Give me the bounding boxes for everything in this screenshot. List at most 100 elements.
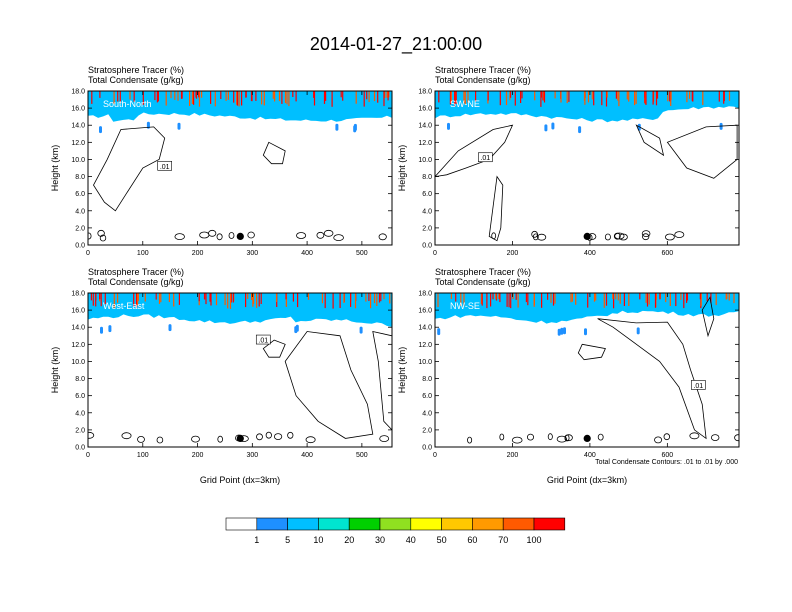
tracer-shading: [88, 91, 392, 134]
tracer-streak: [619, 293, 621, 304]
tracer-streak: [606, 91, 608, 98]
tracer-streak: [292, 293, 294, 302]
colorbar-label: 20: [344, 535, 354, 545]
tracer-streak: [659, 293, 661, 300]
x-tick-label: 200: [507, 452, 519, 459]
tracer-streak: [718, 91, 720, 102]
tracer-streak: [307, 293, 310, 300]
tracer-streak: [158, 293, 161, 304]
condensate-cell-contour: [379, 435, 390, 443]
main-title: 2014-01-27_21:00:00: [310, 34, 482, 55]
plot-frame: [434, 90, 740, 246]
tracer-streak: [274, 91, 276, 102]
tracer-streak: [137, 293, 139, 306]
condensate-cell-contour: [287, 431, 294, 439]
y-tick-label: 6.0: [422, 191, 432, 198]
y-tick-label: 6.0: [75, 393, 85, 400]
colorbar-label: 30: [375, 535, 385, 545]
tracer-streak: [95, 293, 97, 301]
x-axis-label: Grid Point (dx=3km): [547, 475, 627, 485]
x-tick-label: 0: [86, 452, 90, 459]
contour-label-text: .01: [693, 383, 703, 390]
tracer-streak: [99, 91, 101, 98]
condensate-cell-contour: [511, 436, 523, 444]
tracer-streak: [540, 91, 542, 107]
tracer-streak: [383, 91, 385, 107]
tracer-streak: [505, 91, 508, 106]
x-tick-label: 0: [86, 250, 90, 257]
tracer-streak: [552, 293, 555, 306]
x-tick-label: 100: [137, 452, 149, 459]
condensate-cell-contour: [88, 232, 92, 240]
tracer-streak: [699, 293, 701, 300]
tracer-streak: [541, 293, 543, 308]
tracer-streak: [343, 293, 345, 303]
tracer-streak: [251, 293, 253, 300]
tracer-streak: [177, 91, 179, 101]
tracer-streak: [475, 91, 477, 102]
tracer-streak: [325, 91, 327, 101]
colorbar-swatch: [410, 517, 442, 531]
tracer-streak: [236, 91, 239, 106]
tracer-shading: [435, 91, 739, 134]
y-tick-label: 2.0: [75, 225, 85, 232]
tracer-streak: [380, 293, 382, 302]
condensate-contour: [701, 296, 715, 338]
tracer-streak: [373, 293, 376, 304]
tracer-streak: [618, 91, 620, 107]
y-tick-label: 0.0: [422, 445, 432, 452]
condensate-contour: [635, 124, 665, 157]
tracer-streak: [252, 293, 254, 307]
tracer-streak: [595, 293, 597, 301]
tracer-streak: [255, 91, 257, 101]
tracer-streak: [350, 293, 352, 307]
colorbar-label: 100: [526, 535, 541, 545]
y-tick-label: 18.0: [418, 89, 432, 96]
y-tick-label: 6.0: [422, 393, 432, 400]
tracer-streak: [251, 91, 253, 102]
x-tick-label: 400: [584, 250, 596, 257]
condensate-cell-contour: [247, 231, 255, 239]
tracer-streak: [295, 91, 297, 102]
condensate-cell-contour: [604, 233, 611, 241]
contour-label-box: [691, 380, 706, 390]
tracer-streak: [321, 293, 323, 304]
tracer-cell: [636, 327, 640, 335]
tracer-streak: [236, 91, 238, 105]
tracer-streak: [247, 293, 249, 299]
condensate-contours: [88, 330, 392, 444]
tracer-streak: [204, 293, 206, 300]
tracer-streak: [591, 91, 593, 100]
contour-label: .01: [157, 160, 172, 171]
tracer-cell: [359, 326, 363, 334]
colorbar-swatch: [348, 517, 381, 531]
tracer-streak: [481, 293, 483, 306]
tracer-streak: [686, 91, 688, 103]
y-tick-label: 10.0: [71, 359, 85, 366]
tracer-streak: [601, 91, 603, 106]
contour-label: .01: [478, 152, 493, 162]
tracer-streak: [256, 293, 258, 308]
tracer-streak: [726, 293, 728, 299]
y-tick-label: 4.0: [422, 208, 432, 215]
tracer-streak: [144, 293, 146, 302]
tracer-streak: [450, 91, 452, 103]
y-tick-label: 6.0: [75, 191, 85, 198]
condensate-cell-contour: [642, 233, 650, 241]
tracer-streak: [384, 91, 386, 98]
tracer-streak: [232, 293, 234, 303]
tracer-streak: [635, 91, 637, 104]
tracer-streak: [292, 91, 294, 97]
tracer-streak: [157, 91, 159, 100]
y-axis-label: Height (km): [50, 347, 60, 394]
tracer-streak: [628, 91, 630, 102]
tracer-cell: [437, 328, 441, 336]
tracer-streak: [615, 91, 617, 99]
panel-title-tracer: Stratosphere Tracer (%): [88, 65, 184, 75]
tracer-streak: [613, 293, 615, 309]
tracer-streak: [612, 293, 614, 300]
tracer-streak: [723, 91, 725, 104]
tracer-streak: [191, 91, 193, 104]
tracer-streak: [728, 293, 730, 301]
tracer-streak: [455, 91, 457, 104]
